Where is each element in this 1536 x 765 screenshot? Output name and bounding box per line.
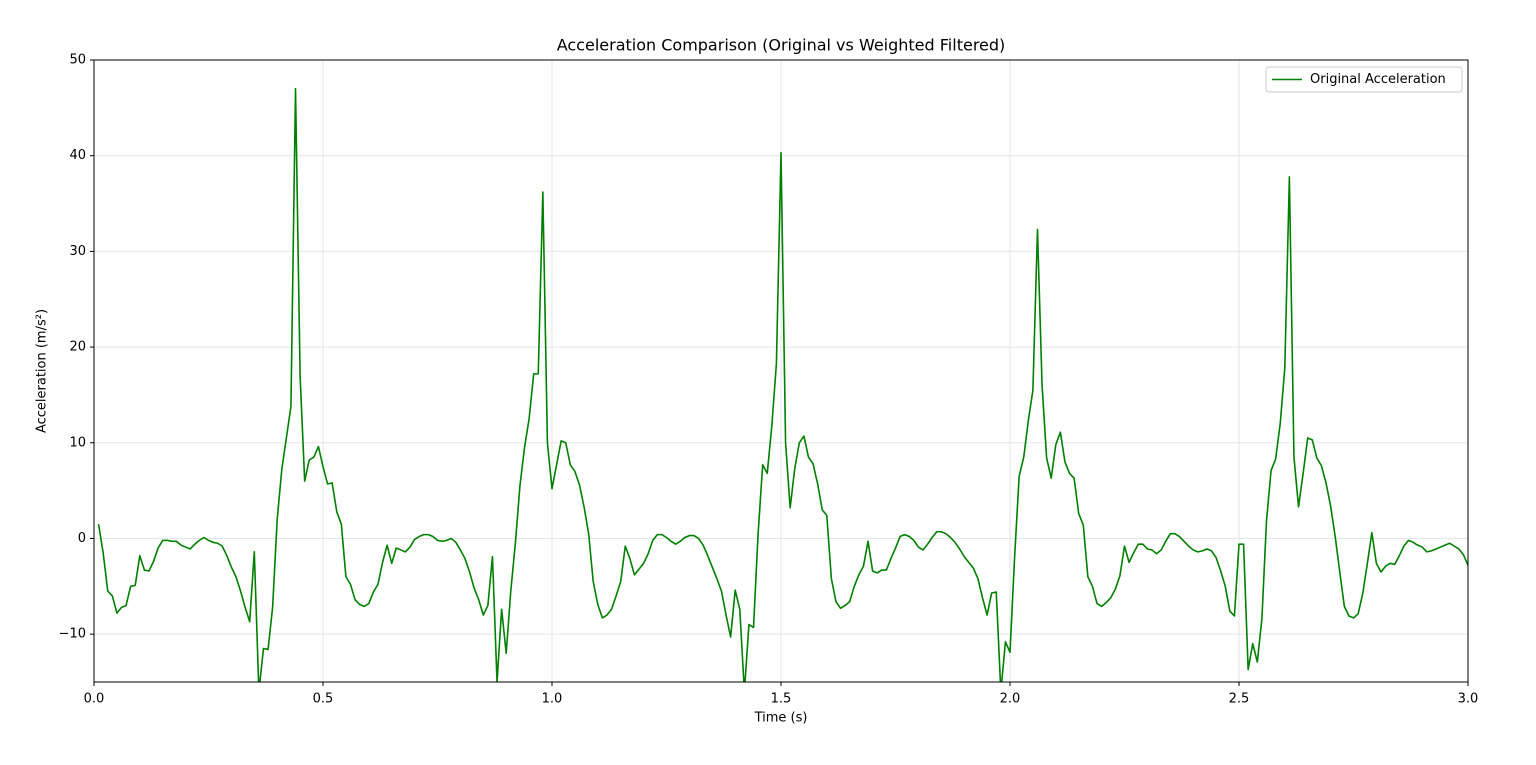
y-tick-label: 10 [69,435,86,450]
x-tick-label: 0.5 [313,692,334,707]
x-tick-label: 2.5 [1229,692,1250,707]
y-tick-label: 30 [69,244,86,259]
x-axis-label: Time (s) [754,711,808,726]
y-tick-label: 0 [78,531,86,546]
plot-frame [93,59,1469,683]
x-tick-label: 2.0 [1000,692,1021,707]
x-tick-label: 1.5 [771,692,792,707]
x-tick-label: 3.0 [1458,692,1479,707]
legend-box [1265,66,1463,93]
y-tick-label: 40 [69,148,86,163]
legend-label: Original Acceleration [1310,72,1446,87]
y-tick-label: 50 [69,53,86,68]
y-axis-label: Acceleration (m/s²) [35,309,50,433]
y-tick-label: −10 [59,627,86,642]
x-tick-label: 0.0 [84,692,105,707]
x-tick-label: 1.0 [542,692,563,707]
data-line [97,87,1468,682]
chart-title: Acceleration Comparison (Original vs Wei… [557,36,1006,55]
y-tick-label: 20 [69,340,86,355]
